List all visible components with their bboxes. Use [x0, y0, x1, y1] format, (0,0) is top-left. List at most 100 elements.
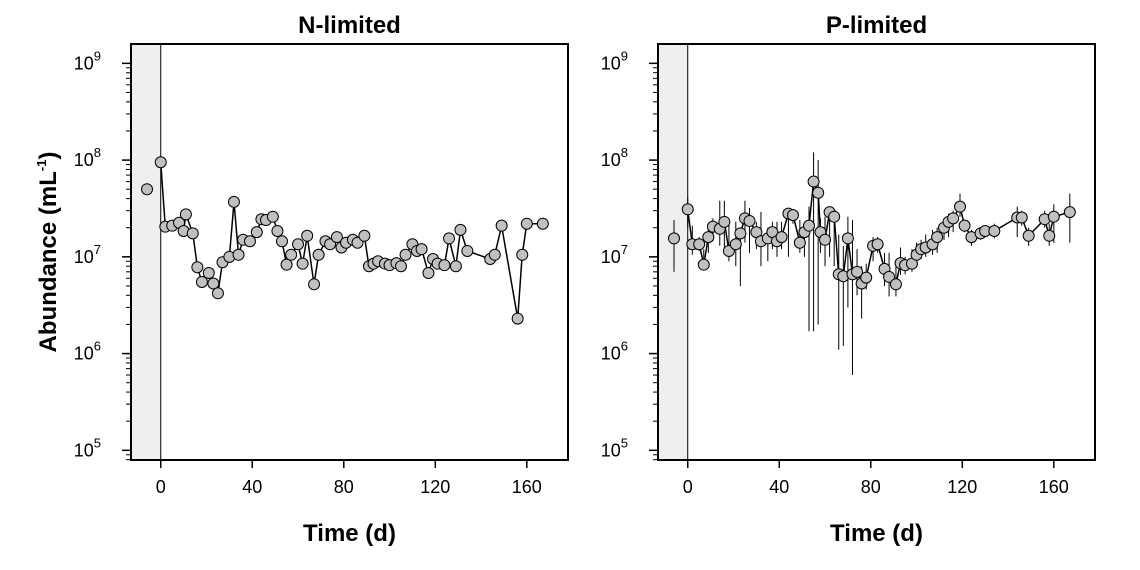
panel-title: N-limited — [298, 12, 401, 39]
x-tick-label: 120 — [420, 477, 450, 497]
data-point — [285, 248, 298, 261]
data-point — [954, 200, 967, 213]
data-point — [449, 260, 462, 273]
n-limited-panel: 0 40 80 120 160 105 106 107 108 109 N-limited Ti… — [34, 12, 569, 547]
data-point — [1043, 229, 1056, 242]
data-point — [931, 231, 944, 244]
data-point — [807, 175, 820, 188]
panel-title: P-limited — [826, 12, 927, 39]
y-tick-exponent: 6 — [621, 339, 628, 354]
plot-frame — [657, 43, 1096, 461]
data-point — [301, 229, 314, 242]
y-tick-exponent: 5 — [621, 435, 628, 450]
data-point — [851, 265, 864, 278]
data-point — [1047, 210, 1060, 223]
data-point — [511, 312, 524, 325]
data-point — [693, 238, 706, 251]
y-axis-title-text: Abundance (mL — [35, 171, 62, 352]
x-tick-label: 0 — [683, 477, 693, 497]
data-point — [195, 275, 208, 288]
data-point — [883, 270, 896, 283]
data-point — [520, 217, 533, 230]
y-tick-label: 108 — [74, 145, 101, 170]
data-point — [668, 232, 681, 245]
y-tick-exponent: 7 — [94, 242, 101, 257]
y-tick-label: 109 — [601, 48, 628, 73]
data-point — [889, 278, 902, 291]
data-point — [828, 210, 841, 223]
y-tick-exponent: 5 — [94, 435, 101, 450]
data-point — [729, 238, 742, 251]
y-tick-exponent: 8 — [621, 145, 628, 160]
data-point — [415, 243, 428, 256]
data-point — [461, 244, 474, 257]
data-point — [250, 226, 263, 239]
data-point — [358, 229, 371, 242]
point-layer — [668, 175, 1076, 291]
data-point — [330, 231, 343, 244]
data-point — [141, 183, 154, 196]
data-point — [702, 231, 715, 244]
data-point — [243, 235, 256, 248]
x-axis-title: Time (d) — [303, 520, 396, 547]
x-tick-label: 120 — [947, 477, 977, 497]
data-point — [394, 260, 407, 273]
x-tick-label: 80 — [334, 477, 354, 497]
y-tick-label: 109 — [74, 48, 101, 73]
data-point — [271, 224, 284, 237]
x-tick-label: 160 — [512, 477, 542, 497]
data-point — [292, 238, 305, 251]
data-point — [775, 231, 788, 244]
data-point — [947, 212, 960, 225]
y-tick-exponent: 9 — [94, 48, 101, 63]
x-tick-label: 40 — [769, 477, 789, 497]
y-tick-exponent: 8 — [94, 145, 101, 160]
plot-frame — [130, 43, 569, 461]
data-point — [422, 267, 435, 280]
data-point — [227, 195, 240, 208]
x-tick-label: 80 — [861, 477, 881, 497]
y-tick-label: 105 — [601, 435, 628, 460]
data-point — [841, 232, 854, 245]
y-tick-label: 107 — [601, 242, 628, 267]
data-point — [296, 257, 309, 270]
x-axis-title: Time (d) — [830, 520, 923, 547]
data-point — [280, 258, 293, 271]
data-point — [443, 232, 456, 245]
x-axis: 0 40 80 120 160 — [683, 460, 1069, 497]
data-point — [495, 219, 508, 232]
y-tick-label: 108 — [601, 145, 628, 170]
y-axis-title-close: ) — [35, 152, 62, 160]
data-point — [516, 248, 529, 261]
data-point — [1022, 229, 1035, 242]
data-point — [276, 235, 289, 248]
y-tick-label: 107 — [74, 242, 101, 267]
data-point — [718, 215, 731, 228]
data-point — [488, 248, 501, 261]
point-layer — [141, 156, 549, 325]
pre-experiment-shaded-region — [658, 44, 688, 460]
data-point — [399, 248, 412, 261]
y-axis: 105 106 107 108 109 — [601, 48, 658, 460]
data-point — [681, 203, 694, 216]
data-point — [232, 248, 245, 261]
data-point — [154, 156, 167, 169]
data-point — [179, 208, 192, 221]
y-tick-exponent: 7 — [621, 242, 628, 257]
data-point — [211, 287, 224, 300]
data-point — [786, 209, 799, 222]
data-point — [697, 258, 710, 271]
y-tick-exponent: 9 — [621, 48, 628, 63]
data-point — [812, 186, 825, 199]
y-tick-label: 105 — [74, 435, 101, 460]
x-tick-label: 0 — [156, 477, 166, 497]
x-tick-label: 160 — [1039, 477, 1069, 497]
data-point — [324, 238, 337, 251]
data-point — [1015, 211, 1028, 224]
y-axis: 105 106 107 108 109 — [74, 48, 131, 460]
data-point — [958, 219, 971, 232]
data-point — [186, 227, 199, 240]
x-axis: 0 40 80 120 160 — [156, 460, 542, 497]
y-axis-title: Abundance (mL-1) — [34, 152, 62, 353]
